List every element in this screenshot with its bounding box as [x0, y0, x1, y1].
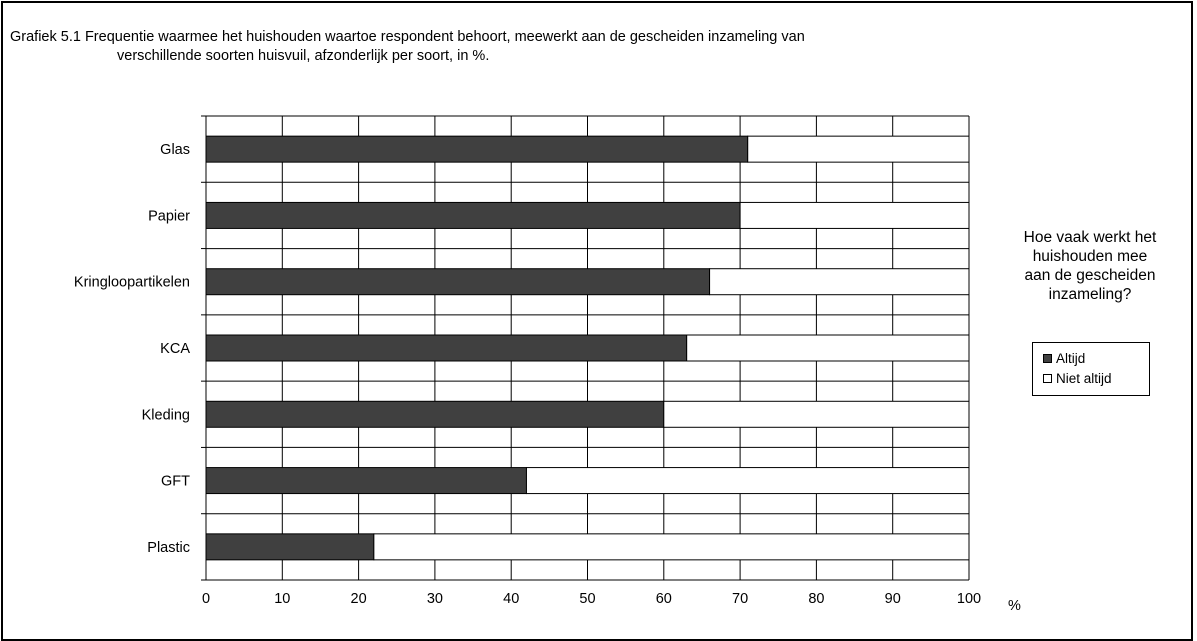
chart-title-line-1: Grafiek 5.1 Frequentie waarmee het huish…: [10, 29, 805, 45]
bar-plastic-altijd: [205, 533, 375, 561]
x-tick-label-20: 20: [351, 591, 367, 607]
bar-plastic-niet-altijd: [373, 533, 970, 561]
bar-kleding-niet-altijd: [663, 400, 970, 428]
bar-kca-altijd: [205, 334, 688, 362]
bar-gft-niet-altijd: [525, 467, 970, 495]
bar-kringloopartikelen-altijd: [205, 268, 711, 296]
bar-glas-niet-altijd: [747, 135, 970, 163]
legend-item-niet-altijd: Niet altijd: [1043, 368, 1149, 388]
bar-papier-niet-altijd: [739, 201, 970, 229]
category-label-kleding: Kleding: [142, 407, 190, 423]
bar-gft-altijd: [205, 467, 527, 495]
x-tick-label-30: 30: [427, 591, 443, 607]
x-tick-label-10: 10: [274, 591, 290, 607]
x-tick-label-40: 40: [503, 591, 519, 607]
category-label-kca: KCA: [160, 341, 190, 357]
x-tick-label-100: 100: [957, 591, 981, 607]
legend-label-niet-altijd: Niet altijd: [1056, 370, 1112, 386]
x-axis-unit: %: [1008, 598, 1021, 614]
legend-item-altijd: Altijd: [1043, 348, 1149, 368]
bar-glas-altijd: [205, 135, 749, 163]
bar-kleding-altijd: [205, 400, 665, 428]
legend-title: Hoe vaak werkt het huishouden mee aan de…: [1023, 229, 1157, 303]
x-tick-label-60: 60: [656, 591, 672, 607]
legend-swatch-niet-altijd: [1043, 373, 1052, 383]
category-label-glas: Glas: [160, 142, 190, 158]
chart-title: Grafiek 5.1 Frequentie waarmee het huish…: [10, 28, 805, 66]
category-label-plastic: Plastic: [147, 540, 190, 556]
bar-kca-niet-altijd: [686, 334, 970, 362]
legend-label-altijd: Altijd: [1056, 350, 1086, 366]
x-tick-label-50: 50: [579, 591, 595, 607]
bar-kringloopartikelen-niet-altijd: [709, 268, 970, 296]
x-tick-label-0: 0: [202, 591, 210, 607]
category-label-kringloopartikelen: Kringloopartikelen: [74, 275, 190, 291]
bar-chart: Glas Papier Kringloopartikelen KCA Kleding GF…: [74, 115, 1021, 614]
x-tick-label-80: 80: [808, 591, 824, 607]
bar-papier-altijd: [205, 201, 741, 229]
category-label-papier: Papier: [148, 208, 190, 224]
x-tick-label-70: 70: [732, 591, 748, 607]
legend: Altijd Niet altijd: [1032, 342, 1150, 396]
category-label-gft: GFT: [161, 474, 190, 490]
chart-title-line-2: verschillende soorten huisvuil, afzonder…: [117, 48, 490, 64]
legend-swatch-altijd: [1043, 353, 1052, 363]
x-tick-label-90: 90: [885, 591, 901, 607]
